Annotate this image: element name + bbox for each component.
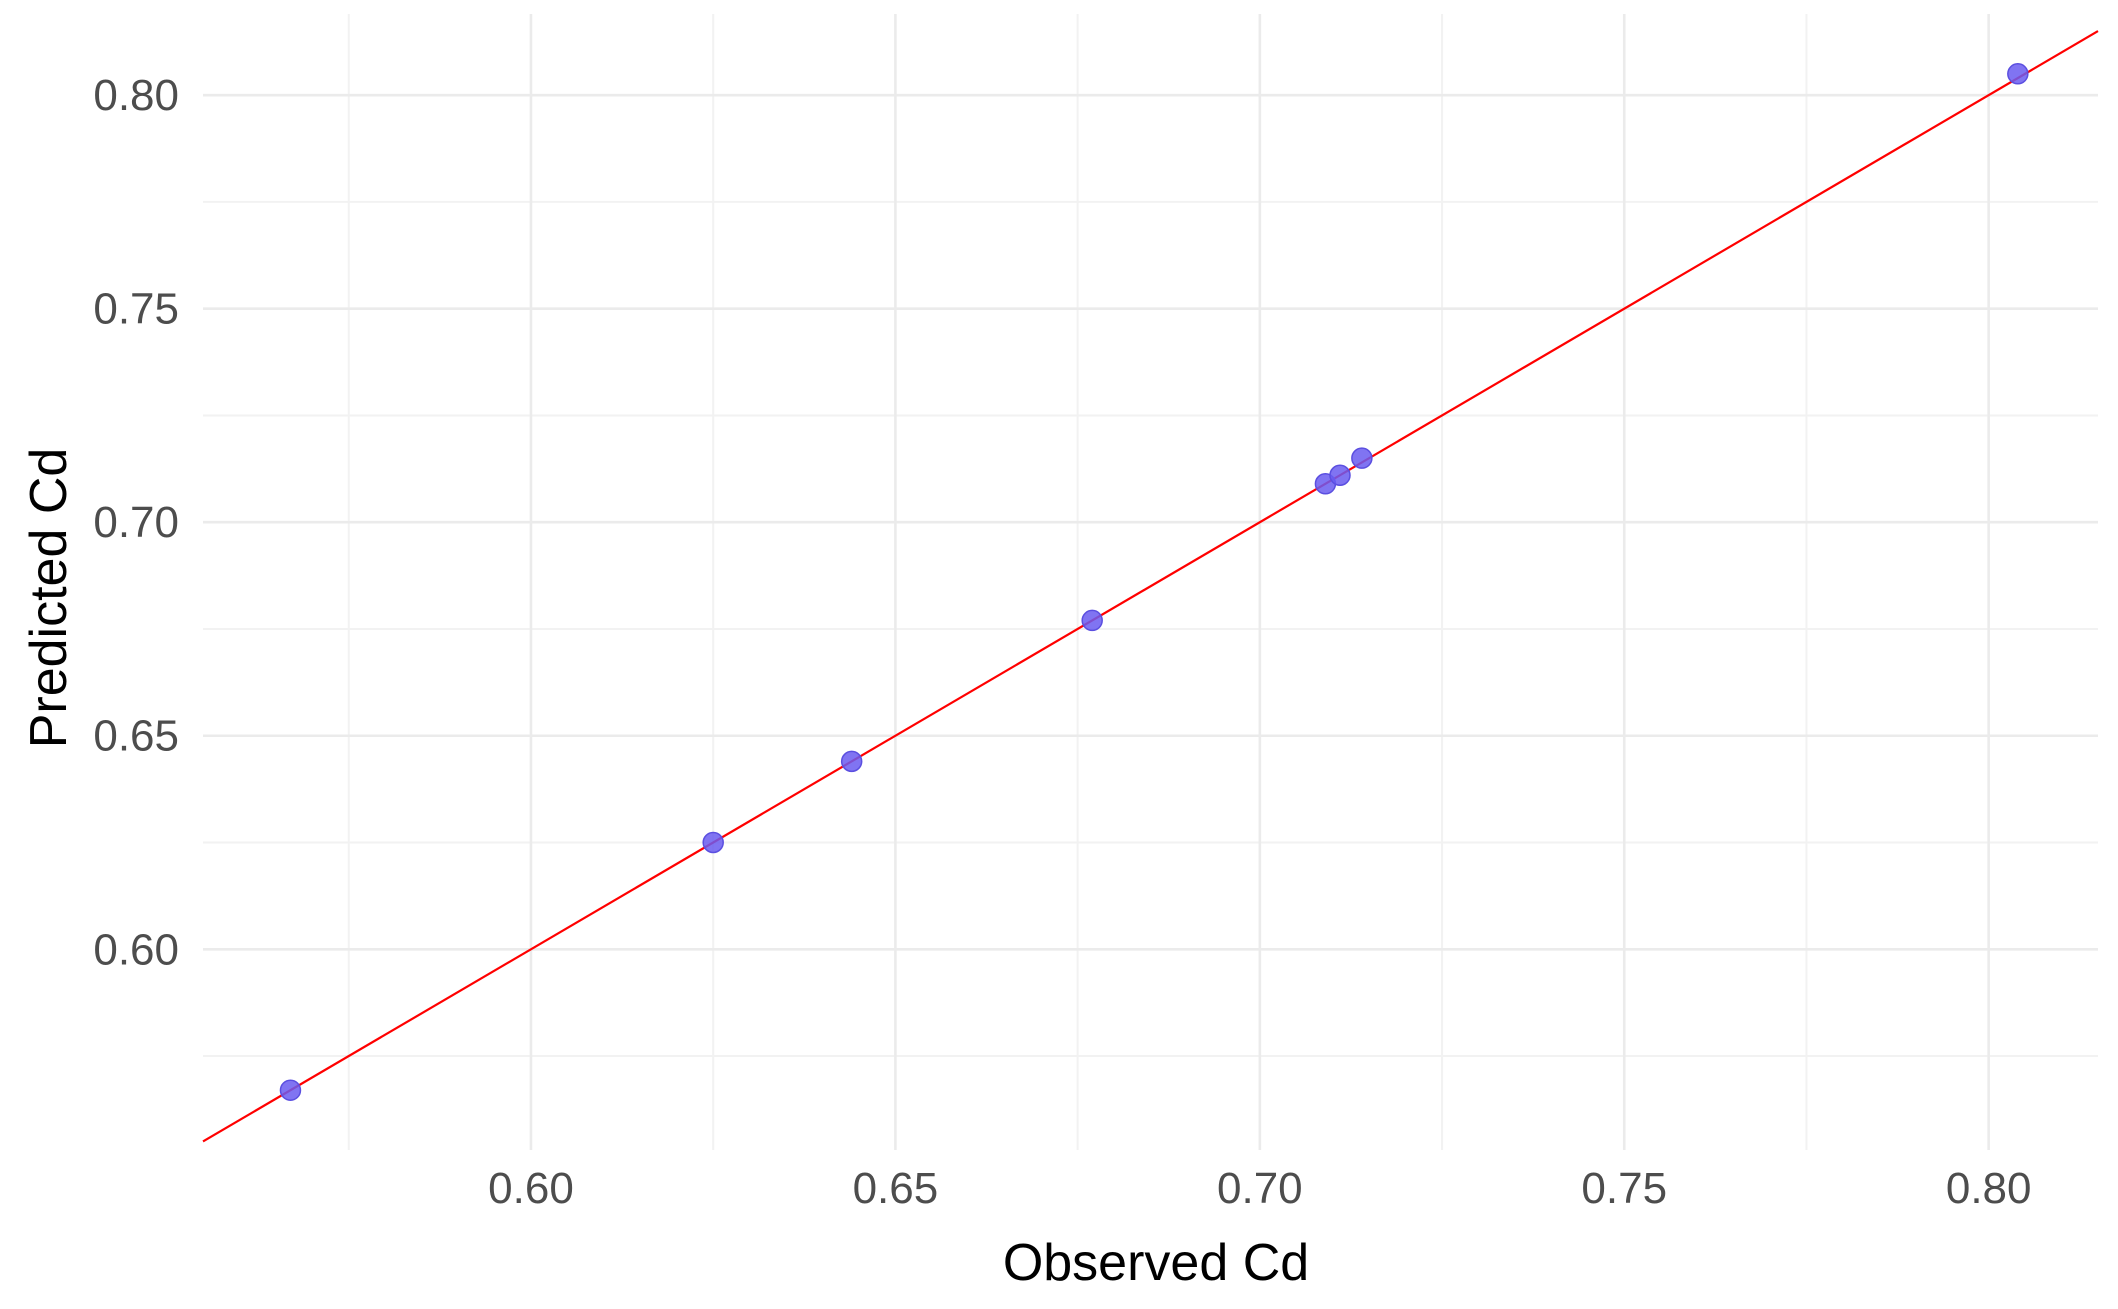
x-tick-label: 0.70 <box>1217 1164 1303 1213</box>
x-tick-label: 0.80 <box>1946 1164 2032 1213</box>
x-axis-tick-labels: 0.60 0.65 0.70 0.75 0.80 <box>488 1164 2031 1213</box>
minor-gridlines <box>203 14 2098 1150</box>
x-tick-label: 0.60 <box>488 1164 574 1213</box>
data-points <box>279 63 2029 1101</box>
y-tick-label: 0.80 <box>93 71 179 120</box>
data-point <box>279 1079 302 1101</box>
x-tick-label: 0.65 <box>853 1164 939 1213</box>
y-tick-label: 0.70 <box>93 498 179 547</box>
reference-line <box>202 30 2099 1143</box>
data-point <box>702 831 724 854</box>
y-axis-title: Predicted Cd <box>20 448 78 749</box>
x-axis-title: Observed Cd <box>1003 1234 1309 1292</box>
y-tick-label: 0.60 <box>93 925 179 974</box>
x-tick-label: 0.75 <box>1581 1164 1667 1213</box>
y-axis-tick-labels: 0.60 0.65 0.70 0.75 0.80 <box>93 71 179 974</box>
y-tick-label: 0.75 <box>93 285 179 334</box>
data-point <box>1351 447 1373 469</box>
major-gridlines <box>203 14 2098 1150</box>
data-point <box>840 750 863 773</box>
reference-line-layer <box>202 30 2099 1143</box>
data-point <box>1329 464 1351 486</box>
y-tick-label: 0.65 <box>93 712 179 761</box>
data-point <box>1081 609 1103 632</box>
data-point <box>2007 63 2029 85</box>
